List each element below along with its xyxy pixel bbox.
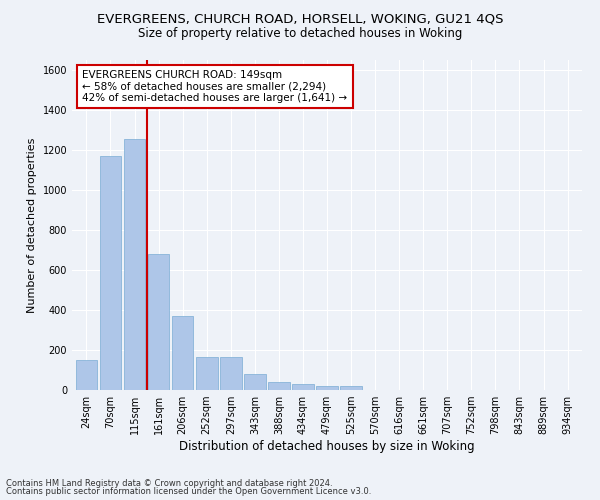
Bar bbox=[244, 374, 266, 390]
Text: EVERGREENS CHURCH ROAD: 149sqm
← 58% of detached houses are smaller (2,294)
42% : EVERGREENS CHURCH ROAD: 149sqm ← 58% of … bbox=[82, 70, 347, 103]
Bar bbox=[316, 386, 338, 390]
X-axis label: Distribution of detached houses by size in Woking: Distribution of detached houses by size … bbox=[179, 440, 475, 453]
Bar bbox=[220, 357, 242, 390]
Bar bbox=[148, 254, 169, 390]
Bar bbox=[100, 156, 121, 390]
Bar bbox=[124, 139, 145, 390]
Y-axis label: Number of detached properties: Number of detached properties bbox=[27, 138, 37, 312]
Bar bbox=[196, 357, 218, 390]
Text: Contains public sector information licensed under the Open Government Licence v3: Contains public sector information licen… bbox=[6, 487, 371, 496]
Text: Contains HM Land Registry data © Crown copyright and database right 2024.: Contains HM Land Registry data © Crown c… bbox=[6, 479, 332, 488]
Bar bbox=[268, 382, 290, 390]
Bar bbox=[172, 316, 193, 390]
Bar bbox=[340, 386, 362, 390]
Bar bbox=[292, 384, 314, 390]
Bar bbox=[76, 360, 97, 390]
Text: EVERGREENS, CHURCH ROAD, HORSELL, WOKING, GU21 4QS: EVERGREENS, CHURCH ROAD, HORSELL, WOKING… bbox=[97, 12, 503, 26]
Text: Size of property relative to detached houses in Woking: Size of property relative to detached ho… bbox=[138, 28, 462, 40]
